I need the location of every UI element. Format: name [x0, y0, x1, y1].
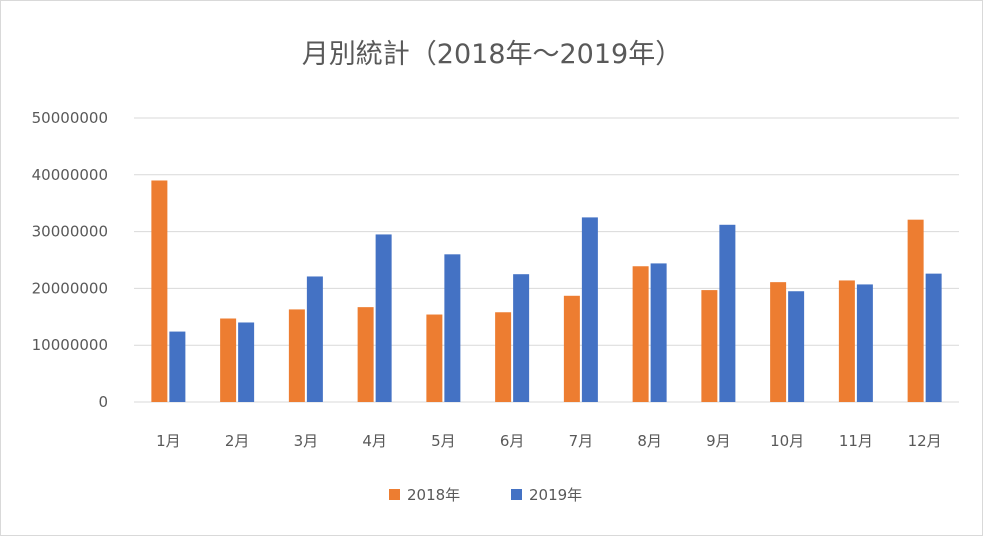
chart-title: 月別統計（2018年～2019年）: [302, 39, 682, 70]
x-tick-label: 12月: [908, 432, 942, 450]
y-axis-ticks: 0 10000000 20000000 30000000 40000000 5000000…: [32, 109, 108, 411]
bar-2019年-4月: [375, 234, 392, 402]
bar-2018年-9月: [701, 290, 718, 402]
y-tick-label: 40000000: [32, 166, 108, 184]
bar-2018年-10月: [770, 282, 787, 402]
bar-2019年-2月: [238, 322, 255, 402]
bar-2018年-11月: [838, 280, 855, 402]
x-tick-label: 4月: [362, 432, 387, 450]
x-tick-label: 10月: [770, 432, 804, 450]
bar-2018年-12月: [907, 219, 924, 402]
bar-2019年-5月: [444, 254, 461, 402]
x-tick-label: 9月: [706, 432, 731, 450]
legend-label: 2019年: [529, 486, 582, 504]
x-tick-label: 11月: [839, 432, 873, 450]
legend: 2018年 2019年: [389, 486, 582, 504]
bar-2019年-6月: [513, 274, 530, 402]
x-tick-label: 7月: [569, 432, 594, 450]
bar-2018年-2月: [220, 318, 237, 402]
bar-2019年-3月: [306, 276, 323, 402]
bar-2018年-6月: [495, 312, 512, 402]
y-tick-label: 50000000: [32, 109, 108, 127]
x-axis-ticks: 1月 2月 3月 4月 5月 6月 7月 8月 9月 10月 11月 12月: [156, 432, 942, 450]
x-tick-label: 3月: [294, 432, 319, 450]
x-tick-label: 1月: [156, 432, 181, 450]
y-tick-label: 0: [98, 393, 108, 411]
bar-2019年-12月: [925, 273, 942, 402]
bar-2018年-4月: [357, 307, 374, 402]
bar-2019年-1月: [169, 331, 186, 402]
bar-2019年-9月: [719, 224, 736, 402]
bar-2018年-7月: [563, 295, 580, 402]
gridlines: [134, 117, 959, 403]
x-tick-label: 2月: [225, 432, 250, 450]
legend-swatch-2019年: [511, 489, 522, 500]
x-tick-label: 8月: [637, 432, 662, 450]
bar-2019年-10月: [788, 291, 805, 402]
bar-2019年-7月: [581, 217, 598, 402]
bar-2018年-5月: [426, 314, 443, 402]
bar-2018年-1月: [151, 180, 168, 402]
legend-label: 2018年: [407, 486, 460, 504]
y-tick-label: 30000000: [32, 223, 108, 241]
y-tick-label: 10000000: [32, 336, 108, 354]
legend-swatch-2018年: [389, 489, 400, 500]
y-tick-label: 20000000: [32, 279, 108, 297]
x-tick-label: 5月: [431, 432, 456, 450]
bar-2018年-8月: [632, 266, 649, 402]
bar-2019年-11月: [856, 284, 873, 402]
bars: [151, 180, 942, 402]
x-tick-label: 6月: [500, 432, 525, 450]
bar-2018年-3月: [288, 309, 305, 402]
bar-2019年-8月: [650, 263, 667, 402]
